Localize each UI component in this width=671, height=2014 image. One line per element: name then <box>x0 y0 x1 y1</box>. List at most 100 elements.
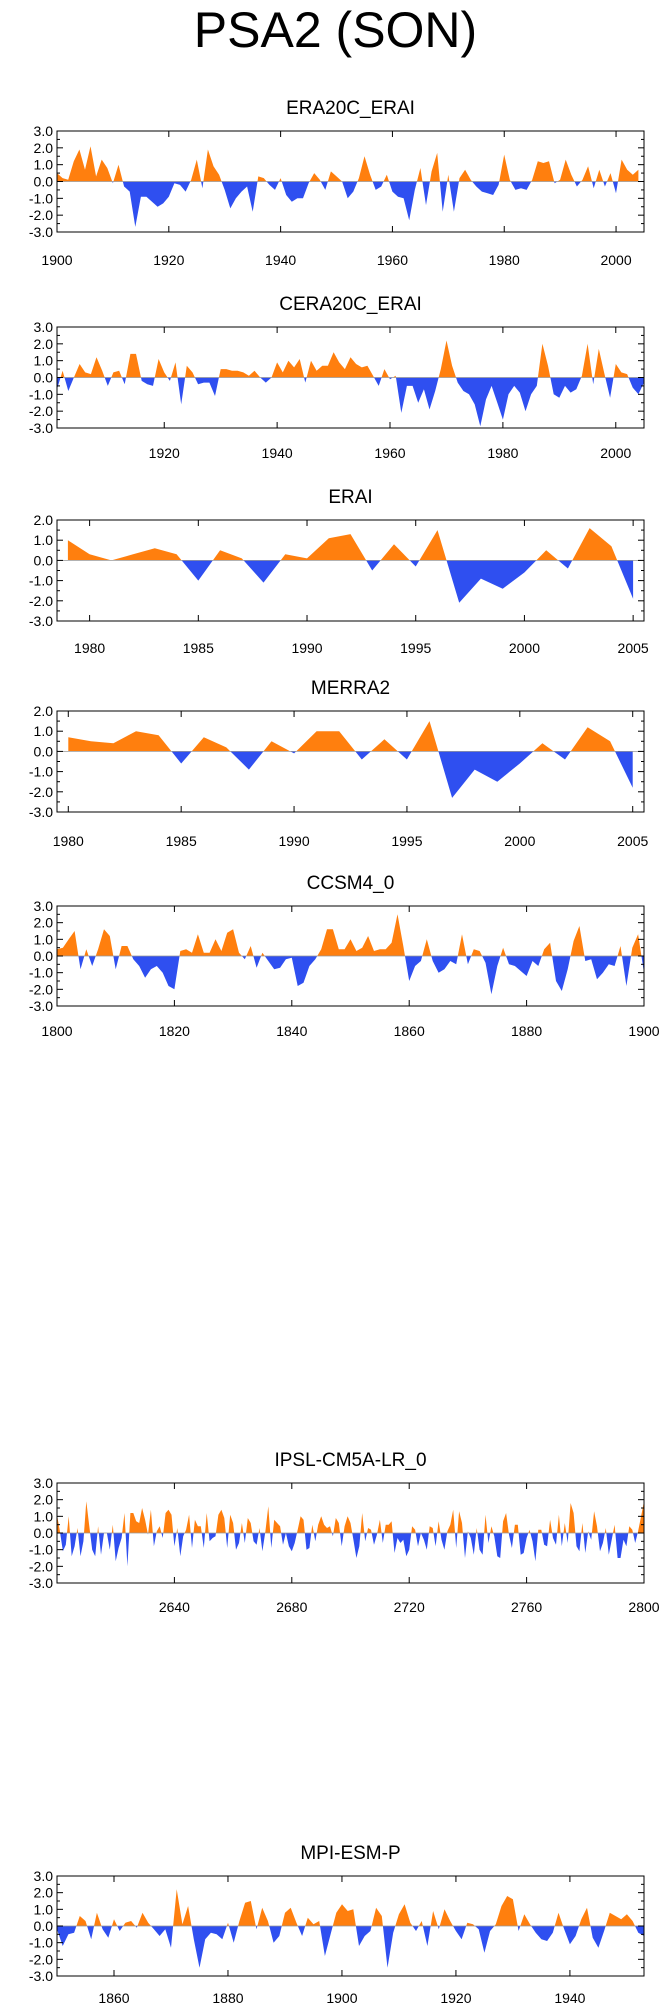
x-tick-label: 1940 <box>262 445 293 461</box>
x-tick-label: 2000 <box>509 640 540 656</box>
y-tick-label: -3.0 <box>29 998 53 1014</box>
y-tick-label: -3.0 <box>29 804 53 820</box>
positive-area <box>57 1501 644 1533</box>
y-tick-label: -2.0 <box>29 1951 53 1967</box>
x-tick-label: 1980 <box>489 252 520 268</box>
y-tick-label: -2.0 <box>29 593 53 609</box>
y-tick-label: 3.0 <box>34 123 54 139</box>
y-tick-label: 2.0 <box>34 1492 54 1508</box>
y-tick-label: 0.0 <box>34 1525 54 1541</box>
y-tick-label: 0.0 <box>34 552 54 568</box>
x-tick-label: 1880 <box>511 1023 542 1039</box>
panel-title: MPI-ESM-P <box>300 1843 400 1864</box>
panel-title: IPSL-CM5A-LR_0 <box>274 1450 426 1471</box>
x-tick-label: 2800 <box>628 1599 659 1615</box>
x-tick-label: 1860 <box>394 1023 425 1039</box>
y-tick-label: -2.0 <box>29 403 53 419</box>
y-tick-label: 3.0 <box>34 1868 54 1884</box>
x-tick-label: 2000 <box>600 445 631 461</box>
y-tick-label: -3.0 <box>29 1968 53 1984</box>
x-tick-label: 1980 <box>74 640 105 656</box>
positive-area <box>57 340 644 378</box>
y-tick-label: 1.0 <box>34 353 54 369</box>
x-tick-label: 2720 <box>394 1599 425 1615</box>
x-tick-label: 1960 <box>374 445 405 461</box>
panel-title: CCSM4_0 <box>307 873 395 894</box>
x-tick-label: 1920 <box>149 445 180 461</box>
negative-area <box>57 1533 644 1567</box>
y-tick-label: 0.0 <box>34 743 54 759</box>
positive-area <box>68 721 633 752</box>
x-tick-label: 1900 <box>628 1023 659 1039</box>
y-tick-label: 0.0 <box>34 948 54 964</box>
x-tick-label: 1840 <box>276 1023 307 1039</box>
x-tick-label: 1820 <box>159 1023 190 1039</box>
negative-area <box>181 560 634 603</box>
y-tick-label: -2.0 <box>29 981 53 997</box>
x-tick-label: 2005 <box>618 640 649 656</box>
y-tick-label: -1.0 <box>29 965 53 981</box>
y-tick-label: 1.0 <box>34 157 54 173</box>
y-tick-label: -1.0 <box>29 190 53 206</box>
x-tick-label: 1940 <box>554 1990 585 2006</box>
y-tick-label: 2.0 <box>34 1885 54 1901</box>
y-tick-label: -3.0 <box>29 224 53 240</box>
x-tick-label: 2760 <box>511 1599 542 1615</box>
y-tick-label: 1.0 <box>34 931 54 947</box>
y-tick-label: 0.0 <box>34 1918 54 1934</box>
negative-area <box>57 377 644 427</box>
x-tick-label: 1800 <box>41 1023 72 1039</box>
y-tick-label: 1.0 <box>34 723 54 739</box>
x-tick-label: 1860 <box>98 1990 129 2006</box>
y-tick-label: -3.0 <box>29 420 53 436</box>
x-tick-label: 1980 <box>487 445 518 461</box>
chart-panel-6: MPI-ESM-P 3.02.01.00.0-1.0-2.0-3.0 1860 188… <box>29 1843 645 2006</box>
x-tick-label: 2005 <box>617 833 648 849</box>
y-tick-label: -1.0 <box>29 1935 53 1951</box>
y-tick-label: -3.0 <box>29 1575 53 1591</box>
panel-title: CERA20C_ERAI <box>279 294 422 315</box>
x-tick-label: 1920 <box>440 1990 471 2006</box>
y-tick-label: 3.0 <box>34 898 54 914</box>
positive-area <box>67 528 634 561</box>
y-tick-label: 0.0 <box>34 174 54 190</box>
y-tick-label: -1.0 <box>29 1542 53 1558</box>
x-tick-label: 1880 <box>212 1990 243 2006</box>
y-tick-label: -2.0 <box>29 207 53 223</box>
x-tick-label: 2000 <box>504 833 535 849</box>
chart-panel-5: IPSL-CM5A-LR_0 3.02.01.00.0-1.0-2.0-3.0 26… <box>29 1450 660 1615</box>
y-tick-label: 2.0 <box>34 512 54 528</box>
x-tick-label: 2640 <box>159 1599 190 1615</box>
y-tick-label: 1.0 <box>34 1508 54 1524</box>
y-tick-label: -1.0 <box>29 386 53 402</box>
positive-area <box>57 146 639 182</box>
x-tick-label: 1900 <box>326 1990 357 2006</box>
panel-title: MERRA2 <box>311 678 390 699</box>
y-tick-label: -1.0 <box>29 573 53 589</box>
y-tick-label: 2.0 <box>34 915 54 931</box>
negative-area <box>57 181 639 227</box>
y-tick-label: -3.0 <box>29 613 53 629</box>
y-tick-label: 3.0 <box>34 319 54 335</box>
x-tick-label: 1920 <box>153 252 184 268</box>
y-tick-label: 2.0 <box>34 336 54 352</box>
panel-title: ERA20C_ERAI <box>286 98 415 119</box>
y-tick-label: 2.0 <box>34 140 54 156</box>
y-tick-label: 2.0 <box>34 703 54 719</box>
negative-area <box>171 751 633 798</box>
x-tick-label: 1940 <box>265 252 296 268</box>
plot-frame <box>56 710 645 813</box>
y-tick-label: 3.0 <box>34 1475 54 1491</box>
y-tick-label: 0.0 <box>34 370 54 386</box>
y-tick-label: -2.0 <box>29 1558 53 1574</box>
y-tick-label: -2.0 <box>29 784 53 800</box>
chart-panel-1: CERA20C_ERAI 3.02.01.00.0-1.0-2.0-3.0 1920… <box>29 294 645 461</box>
x-tick-label: 1960 <box>377 252 408 268</box>
y-tick-label: 1.0 <box>34 1901 54 1917</box>
chart-panel-0: ERA20C_ERAI 3.02.01.00.0-1.0-2.0-3.0 1900 1… <box>29 98 645 268</box>
y-tick-label: -1.0 <box>29 764 53 780</box>
x-tick-label: 1990 <box>278 833 309 849</box>
x-tick-label: 1995 <box>400 640 431 656</box>
